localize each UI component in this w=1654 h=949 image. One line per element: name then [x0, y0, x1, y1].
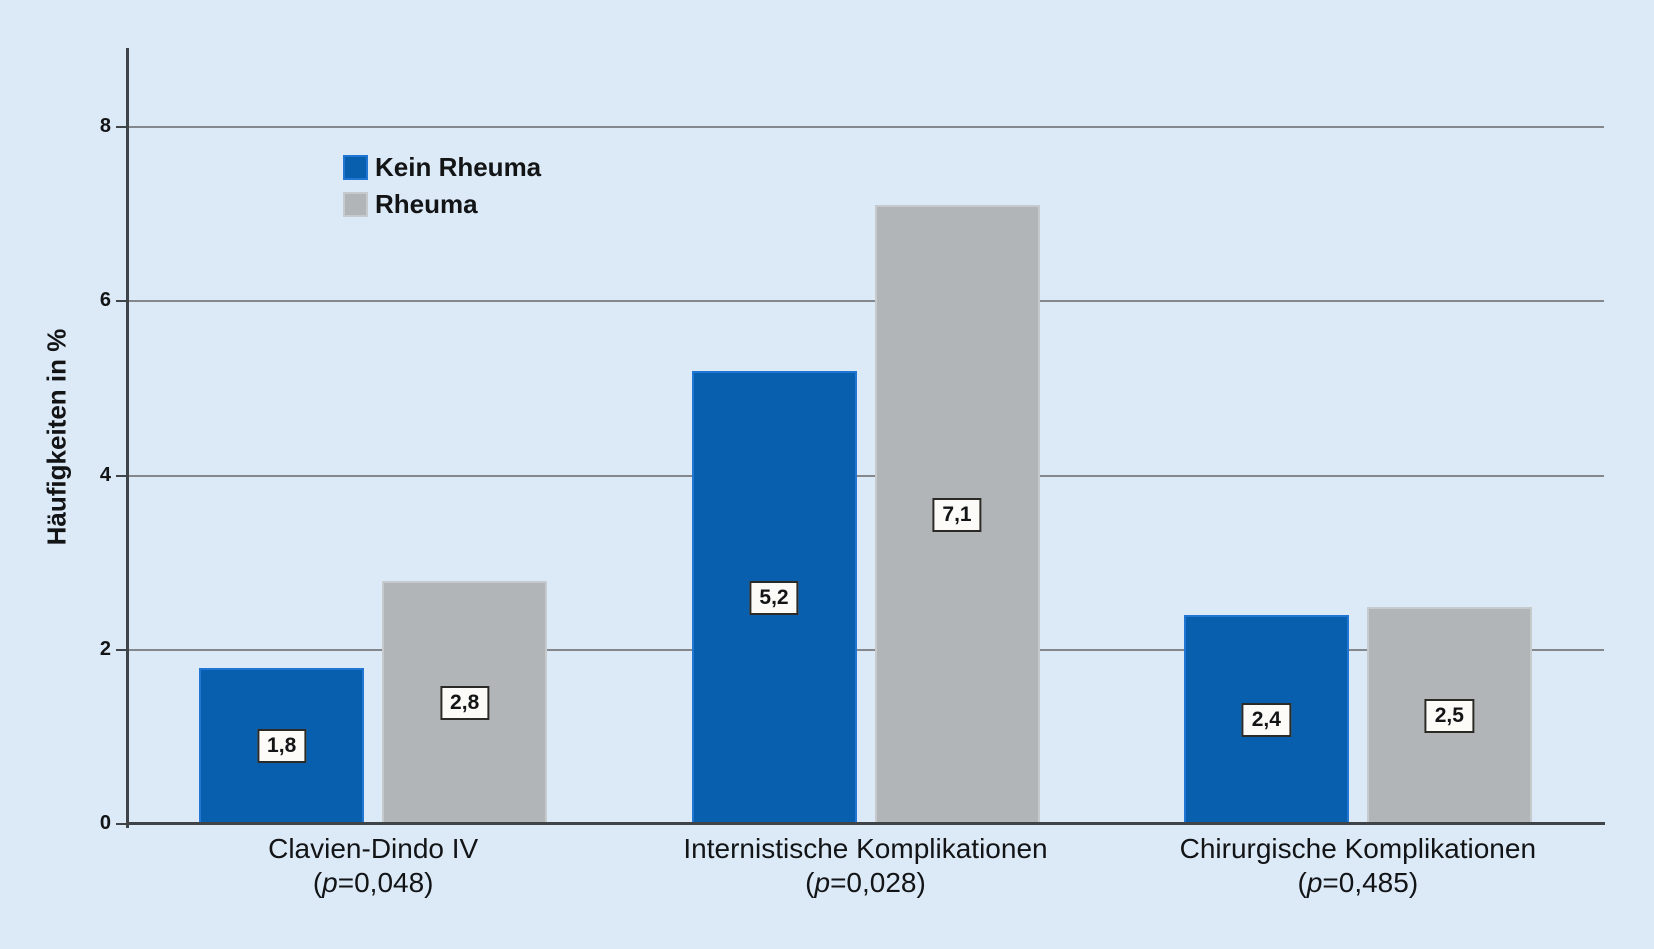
bar-value-label: 7,1 [932, 498, 982, 533]
legend-item: Rheuma [343, 189, 541, 220]
category-label-pvalue: (p=0,485) [1297, 867, 1419, 898]
y-axis-tick-label: 2 [99, 638, 111, 661]
bar-value-label: 2,8 [440, 685, 490, 720]
y-axis-tick-label: 0 [99, 812, 111, 834]
gridline-8 [127, 125, 1604, 128]
y-axis-tick [116, 125, 127, 128]
category-label-line1: Chirurgische Komplikationen [1179, 833, 1537, 864]
legend-label: Kein Rheuma [375, 152, 542, 182]
bar-value-label: 2,4 [1241, 703, 1291, 738]
bar-value-label: 5,2 [749, 581, 799, 616]
bar-value-label: 2,5 [1424, 698, 1474, 733]
legend-item: Kein Rheuma [343, 152, 541, 183]
bar-kein-rheuma: 1,8 [199, 667, 365, 825]
y-axis-title-text: Häufigkeiten in % [41, 328, 72, 546]
legend-swatch-kein-rheuma [343, 155, 368, 180]
y-axis-tick-label: 6 [99, 289, 111, 312]
y-axis-tick-label: 8 [99, 114, 111, 137]
y-axis-tick [116, 649, 127, 652]
y-axis-tick [116, 300, 127, 303]
x-axis-line [126, 822, 1605, 825]
category-label-line1: Clavien-Dindo IV [268, 833, 479, 864]
bar-rheuma: 2,8 [382, 580, 548, 825]
y-axis-tick-label: 4 [99, 463, 111, 486]
gridline-6 [127, 300, 1604, 303]
y-axis-tick [116, 823, 127, 825]
category-label-pvalue: (p=0,048) [312, 867, 434, 898]
category-label-pvalue: (p=0,028) [805, 867, 926, 898]
plot-area: Kein Rheuma Rheuma 0 2 4 6 8 1,8 2,8 Clavien-Din… [100, 48, 1605, 898]
y-axis-line [126, 48, 129, 828]
bar-rheuma: 7,1 [874, 205, 1040, 825]
bar-rheuma: 2,5 [1366, 606, 1532, 825]
category-label: Internistische Komplikationen (p=0,028) [546, 832, 1186, 900]
legend-swatch-rheuma [343, 192, 368, 217]
category-label-line1: Internistische Komplikationen [683, 833, 1048, 864]
bar-value-label: 1,8 [257, 729, 307, 764]
category-label: Clavien-Dindo IV (p=0,048) [53, 832, 693, 900]
bar-kein-rheuma: 2,4 [1183, 615, 1349, 825]
legend: Kein Rheuma Rheuma [343, 152, 541, 226]
legend-label: Rheuma [375, 189, 478, 219]
gridline-2 [127, 649, 1604, 652]
category-label: Chirurgische Komplikationen (p=0,485) [1038, 832, 1654, 900]
y-axis-tick [116, 474, 127, 477]
bar-kein-rheuma: 5,2 [691, 371, 857, 825]
gridline-4 [127, 474, 1604, 477]
